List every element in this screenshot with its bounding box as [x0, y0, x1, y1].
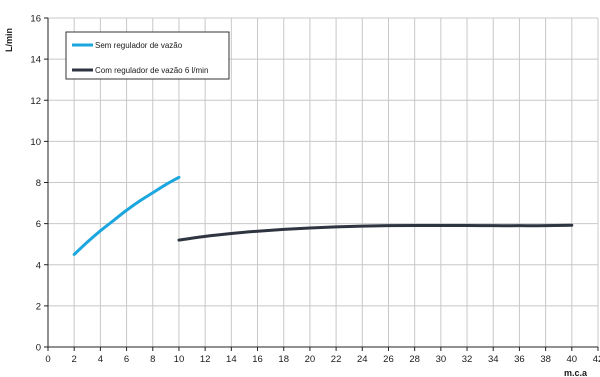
x-tick-label: 40 — [567, 354, 578, 365]
x-tick-label: 24 — [357, 354, 368, 365]
series-line-2 — [177, 223, 574, 242]
x-tick-label: 0 — [45, 354, 50, 365]
x-tick-label: 10 — [174, 354, 185, 365]
x-tick-label: 22 — [331, 354, 342, 365]
legend: Sem regulador de vazão Com regulador de … — [65, 31, 230, 80]
x-tick-label: 38 — [540, 354, 551, 365]
y-tick-label: 12 — [30, 96, 41, 107]
x-tick-label: 16 — [252, 354, 263, 365]
y-tick-label: 4 — [36, 260, 41, 271]
legend-box — [65, 31, 230, 80]
x-tick-label: 30 — [436, 354, 447, 365]
x-tick-label: 14 — [226, 354, 237, 365]
y-axis-ticks: 0 2 4 6 8 10 12 14 16 — [30, 14, 48, 354]
y-tick-label: 2 — [36, 301, 41, 312]
x-tick-label: 12 — [200, 354, 211, 365]
x-tick-label: 6 — [124, 354, 129, 365]
x-tick-label: 26 — [383, 354, 394, 365]
x-tick-label: 28 — [409, 354, 420, 365]
y-tick-label: 0 — [36, 343, 41, 354]
x-tick-label: 34 — [488, 354, 499, 365]
y-tick-label: 10 — [30, 137, 41, 148]
y-tick-label: 14 — [30, 55, 41, 66]
x-axis-label: m.c.a — [564, 368, 588, 377]
x-tick-label: 20 — [305, 354, 316, 365]
x-axis-ticks: 024681012141618202224262830323436384042 — [45, 347, 600, 365]
y-tick-label: 16 — [30, 14, 41, 25]
y-tick-label: 8 — [36, 178, 41, 189]
y-tick-label: 6 — [36, 219, 41, 230]
x-tick-label: 32 — [462, 354, 473, 365]
x-tick-label: 18 — [278, 354, 289, 365]
x-tick-label: 4 — [98, 354, 103, 365]
series-line-1 — [72, 175, 181, 256]
x-tick-label: 42 — [593, 354, 600, 365]
x-tick-label: 8 — [150, 354, 155, 365]
legend-label-series-2: Com regulador de vazão 6 l/min — [95, 66, 208, 75]
x-tick-label: 36 — [514, 354, 525, 365]
legend-label-series-1: Sem regulador de vazão — [95, 41, 183, 50]
series-lines — [72, 175, 574, 256]
x-tick-label: 2 — [72, 354, 77, 365]
y-axis-label: L/min — [4, 28, 14, 52]
